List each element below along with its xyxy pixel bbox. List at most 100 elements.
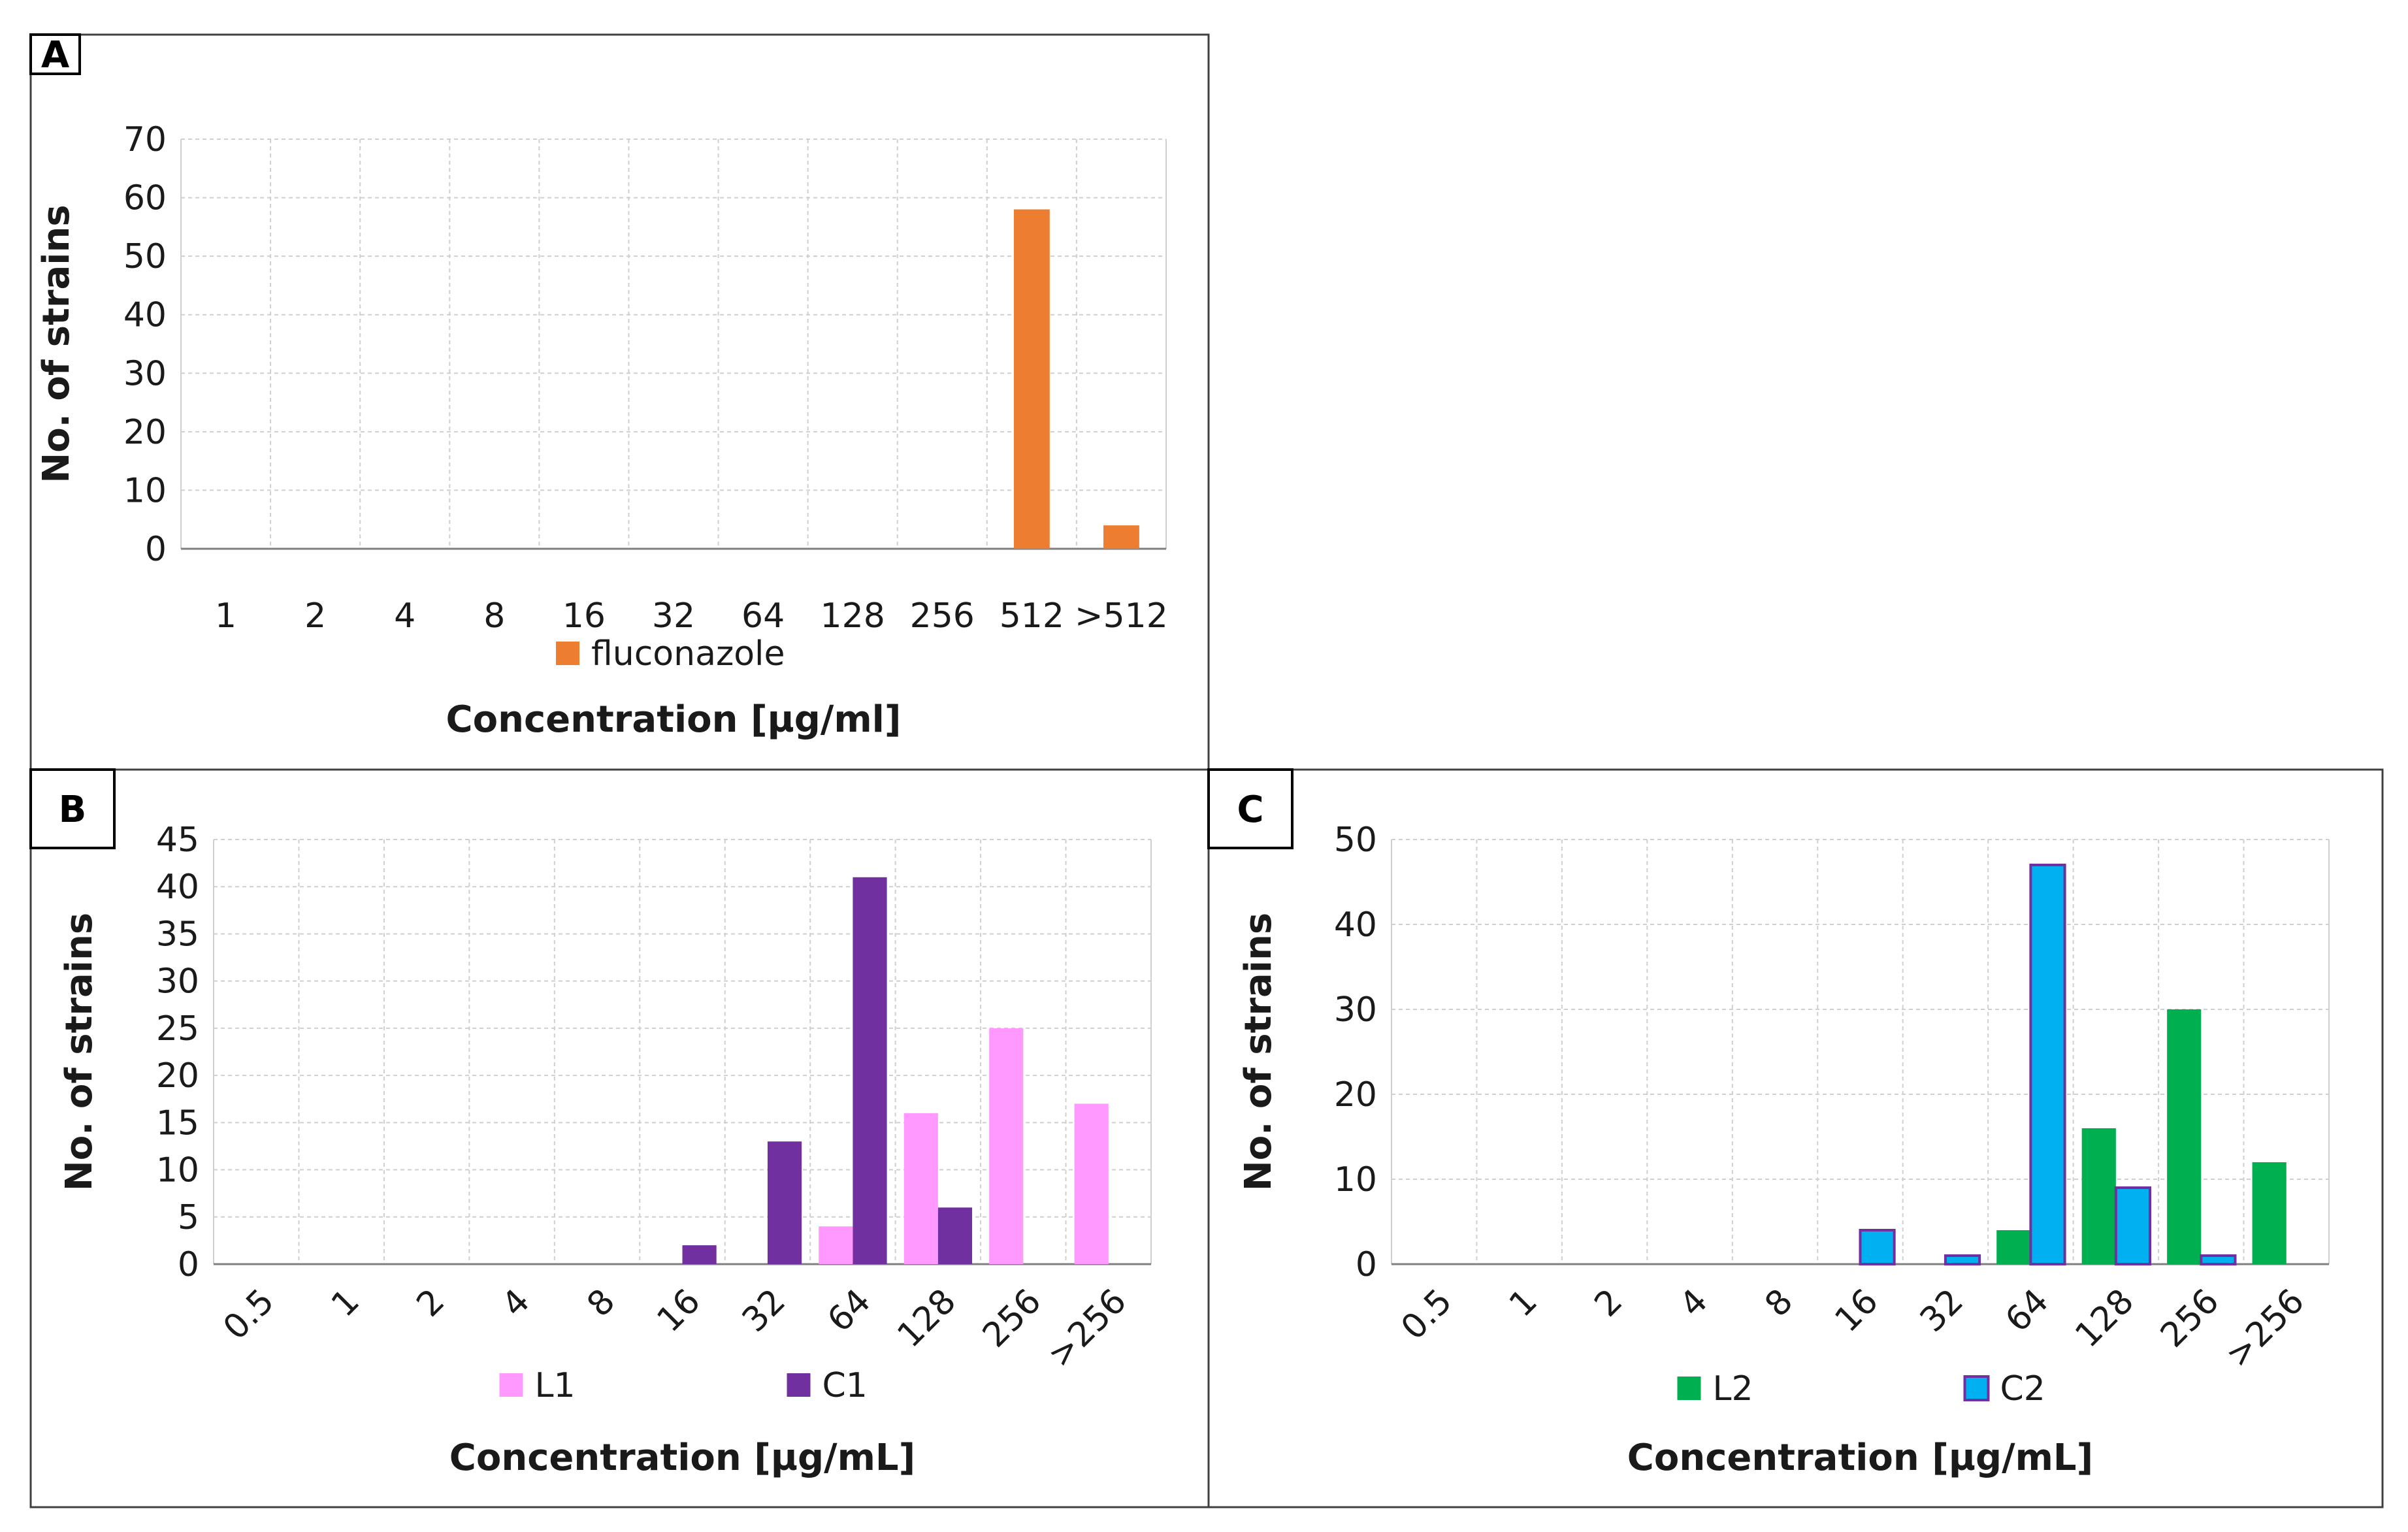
legend-swatch-fluconazole [556, 642, 579, 665]
y-tick-label: 30 [123, 354, 167, 393]
panel-A: A 0 10 20 30 40 50 60 70 1 2 4 8 16 32 64 128 256 512 >512 N… [29, 33, 1210, 771]
x-tick-label: 8 [1757, 1282, 1800, 1325]
x-tick-label: 256 [975, 1282, 1049, 1356]
bar-L1-128 [903, 1113, 938, 1264]
x-tick-label: 8 [483, 596, 505, 636]
x-tick-label: >256 [2219, 1282, 2312, 1375]
x-tick-label: 1 [324, 1282, 367, 1325]
y-tick-label: 5 [178, 1198, 199, 1237]
bar-L2-128 [2081, 1128, 2116, 1264]
x-tick-label: 8 [579, 1282, 623, 1325]
x-tick-label: 64 [1998, 1282, 2056, 1340]
y-tick-label: 50 [123, 237, 167, 276]
y-tick-label: 20 [123, 413, 167, 452]
x-tick-label: 32 [1913, 1282, 1971, 1340]
y-tick-label: 10 [123, 471, 167, 510]
x-tick-label: 4 [1672, 1282, 1716, 1325]
y-tick-label: 30 [156, 962, 199, 1002]
y-tick-label: 15 [156, 1103, 199, 1143]
y-tick-label: 10 [156, 1151, 199, 1190]
panel-frame [29, 768, 1210, 1508]
bar-C2-128 [2114, 1186, 2152, 1265]
bar-C2-64 [2029, 864, 2066, 1265]
y-tick-label: 0 [145, 530, 167, 569]
x-axis-title: Concentration [µg/mL] [449, 1437, 915, 1479]
x-tick-label: 16 [649, 1282, 708, 1340]
y-tick-label: 40 [123, 296, 167, 335]
bar-L1-256 [989, 1028, 1024, 1264]
y-axis-title: No. of strains [1237, 913, 1280, 1191]
y-tick-label: 20 [1334, 1075, 1377, 1115]
x-tick-label: 0.5 [1394, 1282, 1460, 1348]
x-tick-label: 128 [890, 1282, 964, 1356]
y-tick-label: 40 [156, 868, 199, 907]
legend-label-L2: L2 [1713, 1369, 1753, 1409]
x-tick-label: >256 [1041, 1282, 1134, 1375]
x-tick-label: 1 [1502, 1282, 1545, 1325]
panel-letter-box [29, 33, 81, 75]
bar-C2-32 [1944, 1254, 1981, 1265]
bar-C1-32 [767, 1141, 802, 1264]
y-axis-title: No. of strains [58, 913, 101, 1191]
y-axis-title: No. of strains [35, 204, 78, 483]
legend-swatch-C1 [787, 1373, 811, 1397]
y-tick-label: 0 [1356, 1245, 1377, 1284]
x-tick-label: 128 [821, 596, 885, 636]
x-tick-label: 2 [410, 1282, 453, 1325]
y-tick-label: 35 [156, 915, 199, 954]
x-axis-title: Concentration [µg/mL] [1627, 1437, 2093, 1479]
legend-swatch-L1 [499, 1373, 523, 1397]
x-tick-label: 2 [1587, 1282, 1631, 1325]
y-tick-label: 60 [123, 179, 167, 218]
legend-swatch-C2 [1963, 1375, 1990, 1401]
legend-label-L1: L1 [535, 1366, 576, 1405]
y-tick-label: 40 [1334, 905, 1377, 945]
x-tick-label: 1 [215, 596, 236, 636]
x-tick-label: 128 [2068, 1282, 2141, 1356]
bar-L2-64 [1996, 1230, 2031, 1264]
bar-L1->256 [1074, 1103, 1109, 1264]
x-tick-label: 4 [495, 1282, 538, 1325]
y-tick-label: 0 [178, 1245, 199, 1284]
y-tick-label: 20 [156, 1056, 199, 1096]
y-tick-label: 10 [1334, 1160, 1377, 1199]
bar-L2-256 [2167, 1009, 2202, 1264]
y-tick-label: 45 [156, 821, 199, 860]
bar-C1-128 [937, 1207, 973, 1264]
bar-L1-64 [819, 1226, 853, 1264]
bar-C1-64 [853, 877, 887, 1264]
panel-letter-box [29, 768, 116, 849]
y-tick-label: 70 [123, 120, 167, 159]
y-tick-label: 30 [1334, 990, 1377, 1030]
x-tick-label: 512 [1000, 596, 1064, 636]
x-tick-label: 256 [2153, 1282, 2227, 1356]
legend-label-fluconazole: fluconazole [591, 634, 785, 674]
panel-letter-box [1207, 768, 1293, 849]
legend-label-C2: C2 [2000, 1369, 2045, 1409]
bar-fluconazole-512 [1013, 209, 1050, 549]
legend-swatch-L2 [1677, 1377, 1701, 1400]
panel-C: C 0 10 20 30 40 50 0.5 1 2 4 8 16 32 64 128 256>256 No. o… [1207, 768, 2384, 1508]
x-axis-title: Concentration [µg/ml] [446, 698, 902, 741]
x-tick-label: 16 [562, 596, 606, 636]
x-tick-label: 4 [394, 596, 415, 636]
panel-letter: B [59, 789, 87, 831]
panel-frame [1207, 768, 2384, 1508]
x-tick-label: 32 [735, 1282, 793, 1340]
x-tick-label: 2 [304, 596, 326, 636]
x-tick-label: 256 [910, 596, 975, 636]
panel-letter: A [41, 34, 70, 76]
bar-C2-16 [1859, 1229, 1896, 1265]
x-tick-label: 32 [652, 596, 695, 636]
x-tick-label: >512 [1075, 596, 1168, 636]
x-tick-label: 16 [1827, 1282, 1885, 1340]
y-tick-label: 25 [156, 1009, 199, 1049]
bar-L2->256 [2252, 1162, 2286, 1264]
y-tick-label: 50 [1334, 821, 1377, 860]
x-tick-label: 64 [820, 1282, 878, 1340]
x-tick-label: 64 [741, 596, 785, 636]
bar-C1-16 [682, 1245, 717, 1264]
bar-fluconazole->512 [1103, 525, 1139, 549]
panel-letter: C [1237, 789, 1263, 831]
